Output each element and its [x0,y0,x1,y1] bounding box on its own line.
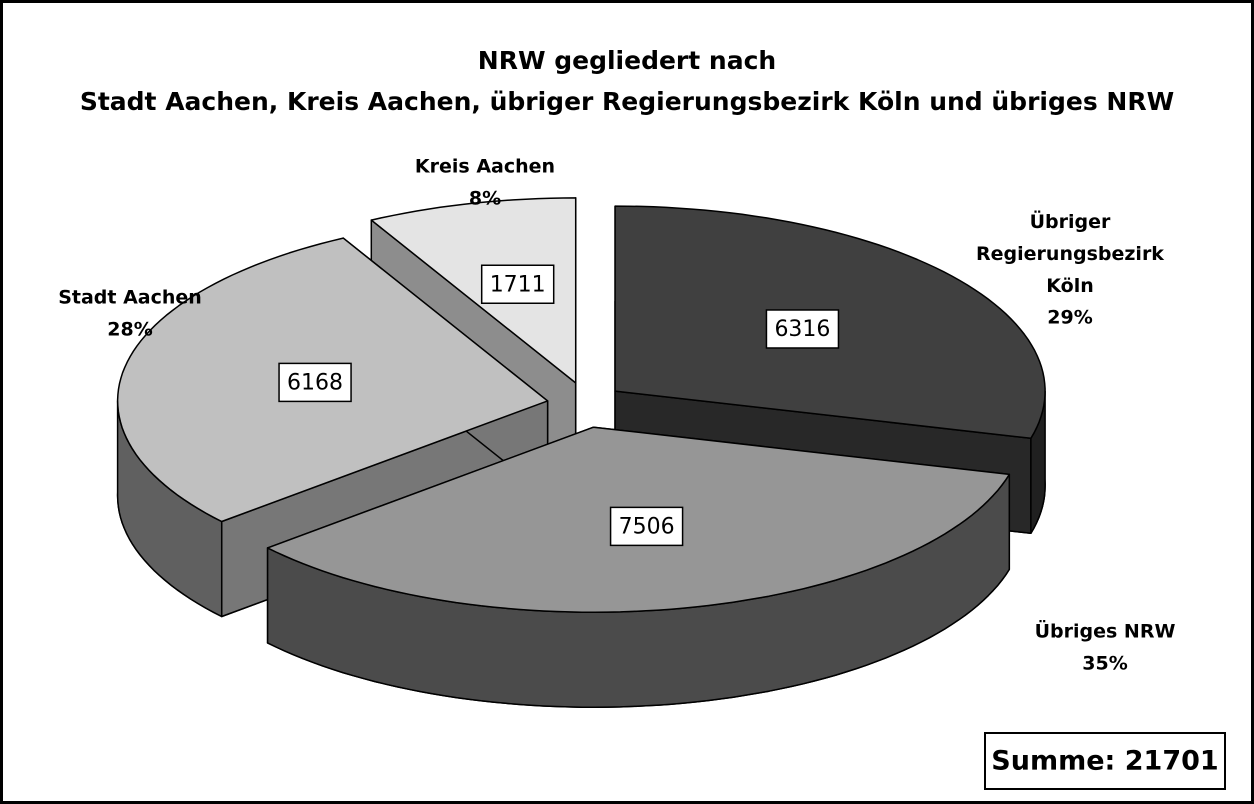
chart-subtitle: Stadt Aachen, Kreis Aachen, übriger Regi… [80,87,1174,116]
value-label: 6316 [774,317,830,342]
category-label: Kreis Aachen [415,156,555,178]
value-label: 1711 [490,272,546,297]
annotation-box [984,732,1226,790]
percent-label: 28% [107,319,152,341]
category-label: Übriges NRW [1035,619,1176,643]
value-box [765,309,840,349]
pie: 6316 7506 6168 1711 Übriger Regierungsbezirk K… [58,156,1175,708]
category-label: Stadt Aachen [58,287,202,309]
value-box [480,264,555,305]
percent-label: 29% [1047,307,1092,329]
value-label: 6168 [287,370,343,395]
slice-top [370,197,577,384]
percent-label: 35% [1082,653,1127,675]
chart-title: NRW gegliedert nach [478,46,776,75]
annotation: Summe: 21701 [991,746,1218,777]
percent-label: 8% [469,188,501,210]
category-label: Übriger Regierungsbezirk Köln [976,209,1164,297]
value-box [609,506,684,547]
value-box [278,362,352,403]
value-label: 7506 [619,514,675,539]
